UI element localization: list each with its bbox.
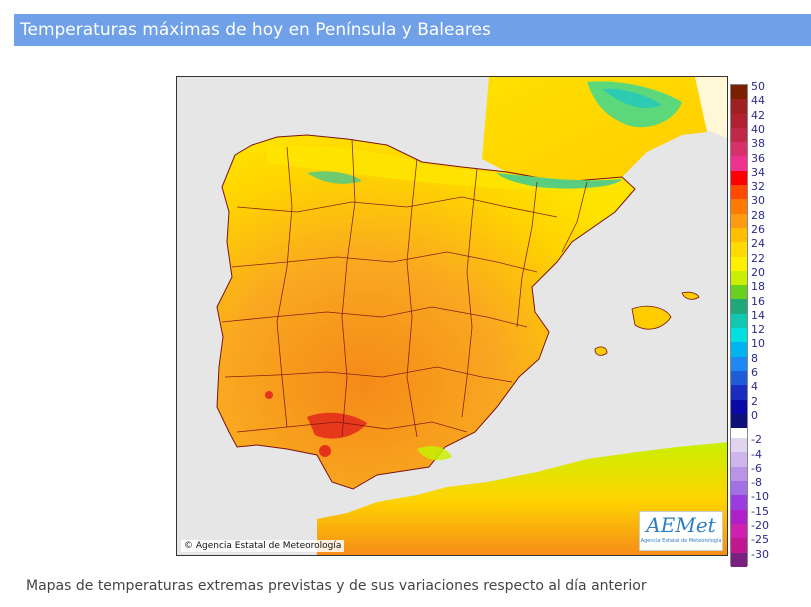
legend-swatch — [731, 509, 747, 524]
legend-swatch — [731, 242, 747, 257]
legend-swatch — [731, 523, 747, 539]
legend-swatch — [731, 385, 747, 400]
legend-swatch — [731, 481, 747, 496]
legend-swatch — [731, 99, 747, 114]
menorca-island — [681, 291, 700, 300]
legend-label: 18 — [751, 280, 765, 294]
legend-label: 30 — [751, 194, 765, 208]
legend-swatch — [731, 342, 747, 357]
legend-swatch — [731, 399, 747, 414]
legend-label: 10 — [751, 337, 765, 351]
legend-label: 12 — [751, 323, 765, 337]
legend-label: -4 — [751, 447, 762, 461]
sierra-nevada-cool-area — [417, 446, 452, 461]
legend-swatch — [731, 328, 747, 343]
legend-swatch — [731, 213, 747, 228]
logo-subtitle: Agencia Estatal de Meteorología — [640, 538, 722, 544]
legend-swatch — [731, 495, 747, 510]
legend-label: -6 — [751, 461, 762, 475]
legend-swatch — [731, 170, 747, 186]
out-of-domain-area — [695, 77, 727, 139]
legend-swatch — [731, 256, 747, 271]
legend-label: 44 — [751, 94, 765, 108]
legend-label: 38 — [751, 137, 765, 151]
logo-wordmark: AEMet — [646, 513, 716, 537]
legend-swatch — [731, 466, 747, 482]
north-africa-landmass — [317, 442, 727, 555]
legend-swatch — [731, 552, 747, 567]
legend-label: 8 — [751, 351, 758, 365]
legend-swatch — [731, 452, 747, 467]
legend-swatch — [731, 270, 747, 286]
aemet-logo: AEMet Agencia Estatal de Meteorología — [639, 511, 723, 551]
legend-label: -8 — [751, 476, 762, 490]
legend-swatch — [731, 127, 747, 143]
legend-label: -25 — [751, 533, 769, 547]
legend-label: 32 — [751, 180, 765, 194]
legend-label: 20 — [751, 265, 765, 279]
legend-swatch — [731, 185, 747, 200]
legend-label: -30 — [751, 547, 769, 561]
legend-swatch — [731, 285, 747, 300]
temperature-map[interactable]: © Agencia Estatal de Meteorología AEMet … — [176, 76, 728, 556]
legend-swatch — [731, 227, 747, 243]
legend-label: 26 — [751, 223, 765, 236]
page-title: Temperaturas máximas de hoy en Península… — [14, 14, 811, 46]
legend-label: 14 — [751, 308, 765, 322]
copyright-notice: © Agencia Estatal de Meteorología — [181, 540, 345, 552]
legend-label: -15 — [751, 504, 769, 518]
legend-label: 50 — [751, 80, 765, 93]
province-borders — [221, 138, 588, 438]
footer-caption: Mapas de temperaturas extremas previstas… — [26, 578, 647, 594]
legend-label: 2 — [751, 394, 758, 408]
mallorca-island — [631, 305, 672, 330]
legend-swatch — [731, 199, 747, 214]
legend-label: 0 — [751, 408, 758, 422]
legend-swatch — [731, 299, 747, 314]
legend-label: 34 — [751, 165, 765, 179]
legend-label: 40 — [751, 122, 765, 136]
legend-swatch — [731, 438, 747, 453]
legend-swatch — [731, 538, 747, 553]
legend-label: -10 — [751, 490, 769, 504]
guadalquivir-hot-area — [307, 412, 367, 439]
temperature-legend: 50 44 42 40 38 36 34 32 30 28 26 24 22 20 18 16 14 12 10 8 6… — [730, 80, 811, 567]
legend-swatch — [731, 313, 747, 329]
legend-label: 22 — [751, 251, 765, 265]
legend-swatch — [731, 85, 747, 100]
legend-label: 4 — [751, 380, 758, 394]
legend-label: -2 — [751, 433, 762, 447]
legend-label: 42 — [751, 108, 765, 122]
legend-swatch — [731, 356, 747, 371]
legend-swatch — [731, 370, 747, 386]
legend-label: 36 — [751, 151, 765, 165]
legend-label: 24 — [751, 237, 765, 251]
legend-swatch — [731, 156, 747, 171]
legend-color-bar — [730, 84, 748, 567]
legend-label: -20 — [751, 519, 769, 532]
map-canvas — [177, 77, 727, 555]
ibiza-island — [594, 346, 608, 356]
iberian-peninsula — [216, 134, 636, 490]
legend-label: 6 — [751, 366, 758, 379]
legend-swatch — [731, 113, 747, 128]
legend-swatch — [731, 413, 747, 429]
legend-label: 28 — [751, 208, 765, 222]
legend-label: 16 — [751, 294, 765, 308]
legend-swatch — [731, 142, 747, 157]
